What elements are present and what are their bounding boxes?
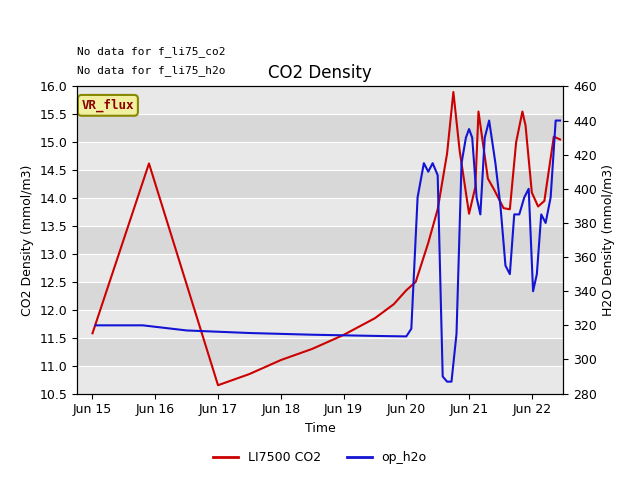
Bar — [77, 114, 563, 142]
Bar — [77, 338, 563, 366]
Legend: LI7500 CO2, op_h2o: LI7500 CO2, op_h2o — [209, 446, 431, 469]
Bar — [77, 170, 563, 198]
Bar — [77, 310, 563, 338]
Bar — [77, 366, 563, 394]
Bar — [77, 142, 563, 170]
Bar — [77, 254, 563, 282]
Bar — [77, 226, 563, 254]
Bar — [77, 198, 563, 226]
Bar — [77, 86, 563, 114]
Y-axis label: CO2 Density (mmol/m3): CO2 Density (mmol/m3) — [20, 164, 34, 316]
Y-axis label: H2O Density (mmol/m3): H2O Density (mmol/m3) — [602, 164, 615, 316]
Bar — [77, 282, 563, 310]
Title: CO2 Density: CO2 Density — [268, 64, 372, 82]
X-axis label: Time: Time — [305, 422, 335, 435]
Text: No data for f_li75_h2o: No data for f_li75_h2o — [77, 65, 225, 76]
Text: No data for f_li75_co2: No data for f_li75_co2 — [77, 47, 225, 58]
Text: VR_flux: VR_flux — [82, 99, 134, 112]
